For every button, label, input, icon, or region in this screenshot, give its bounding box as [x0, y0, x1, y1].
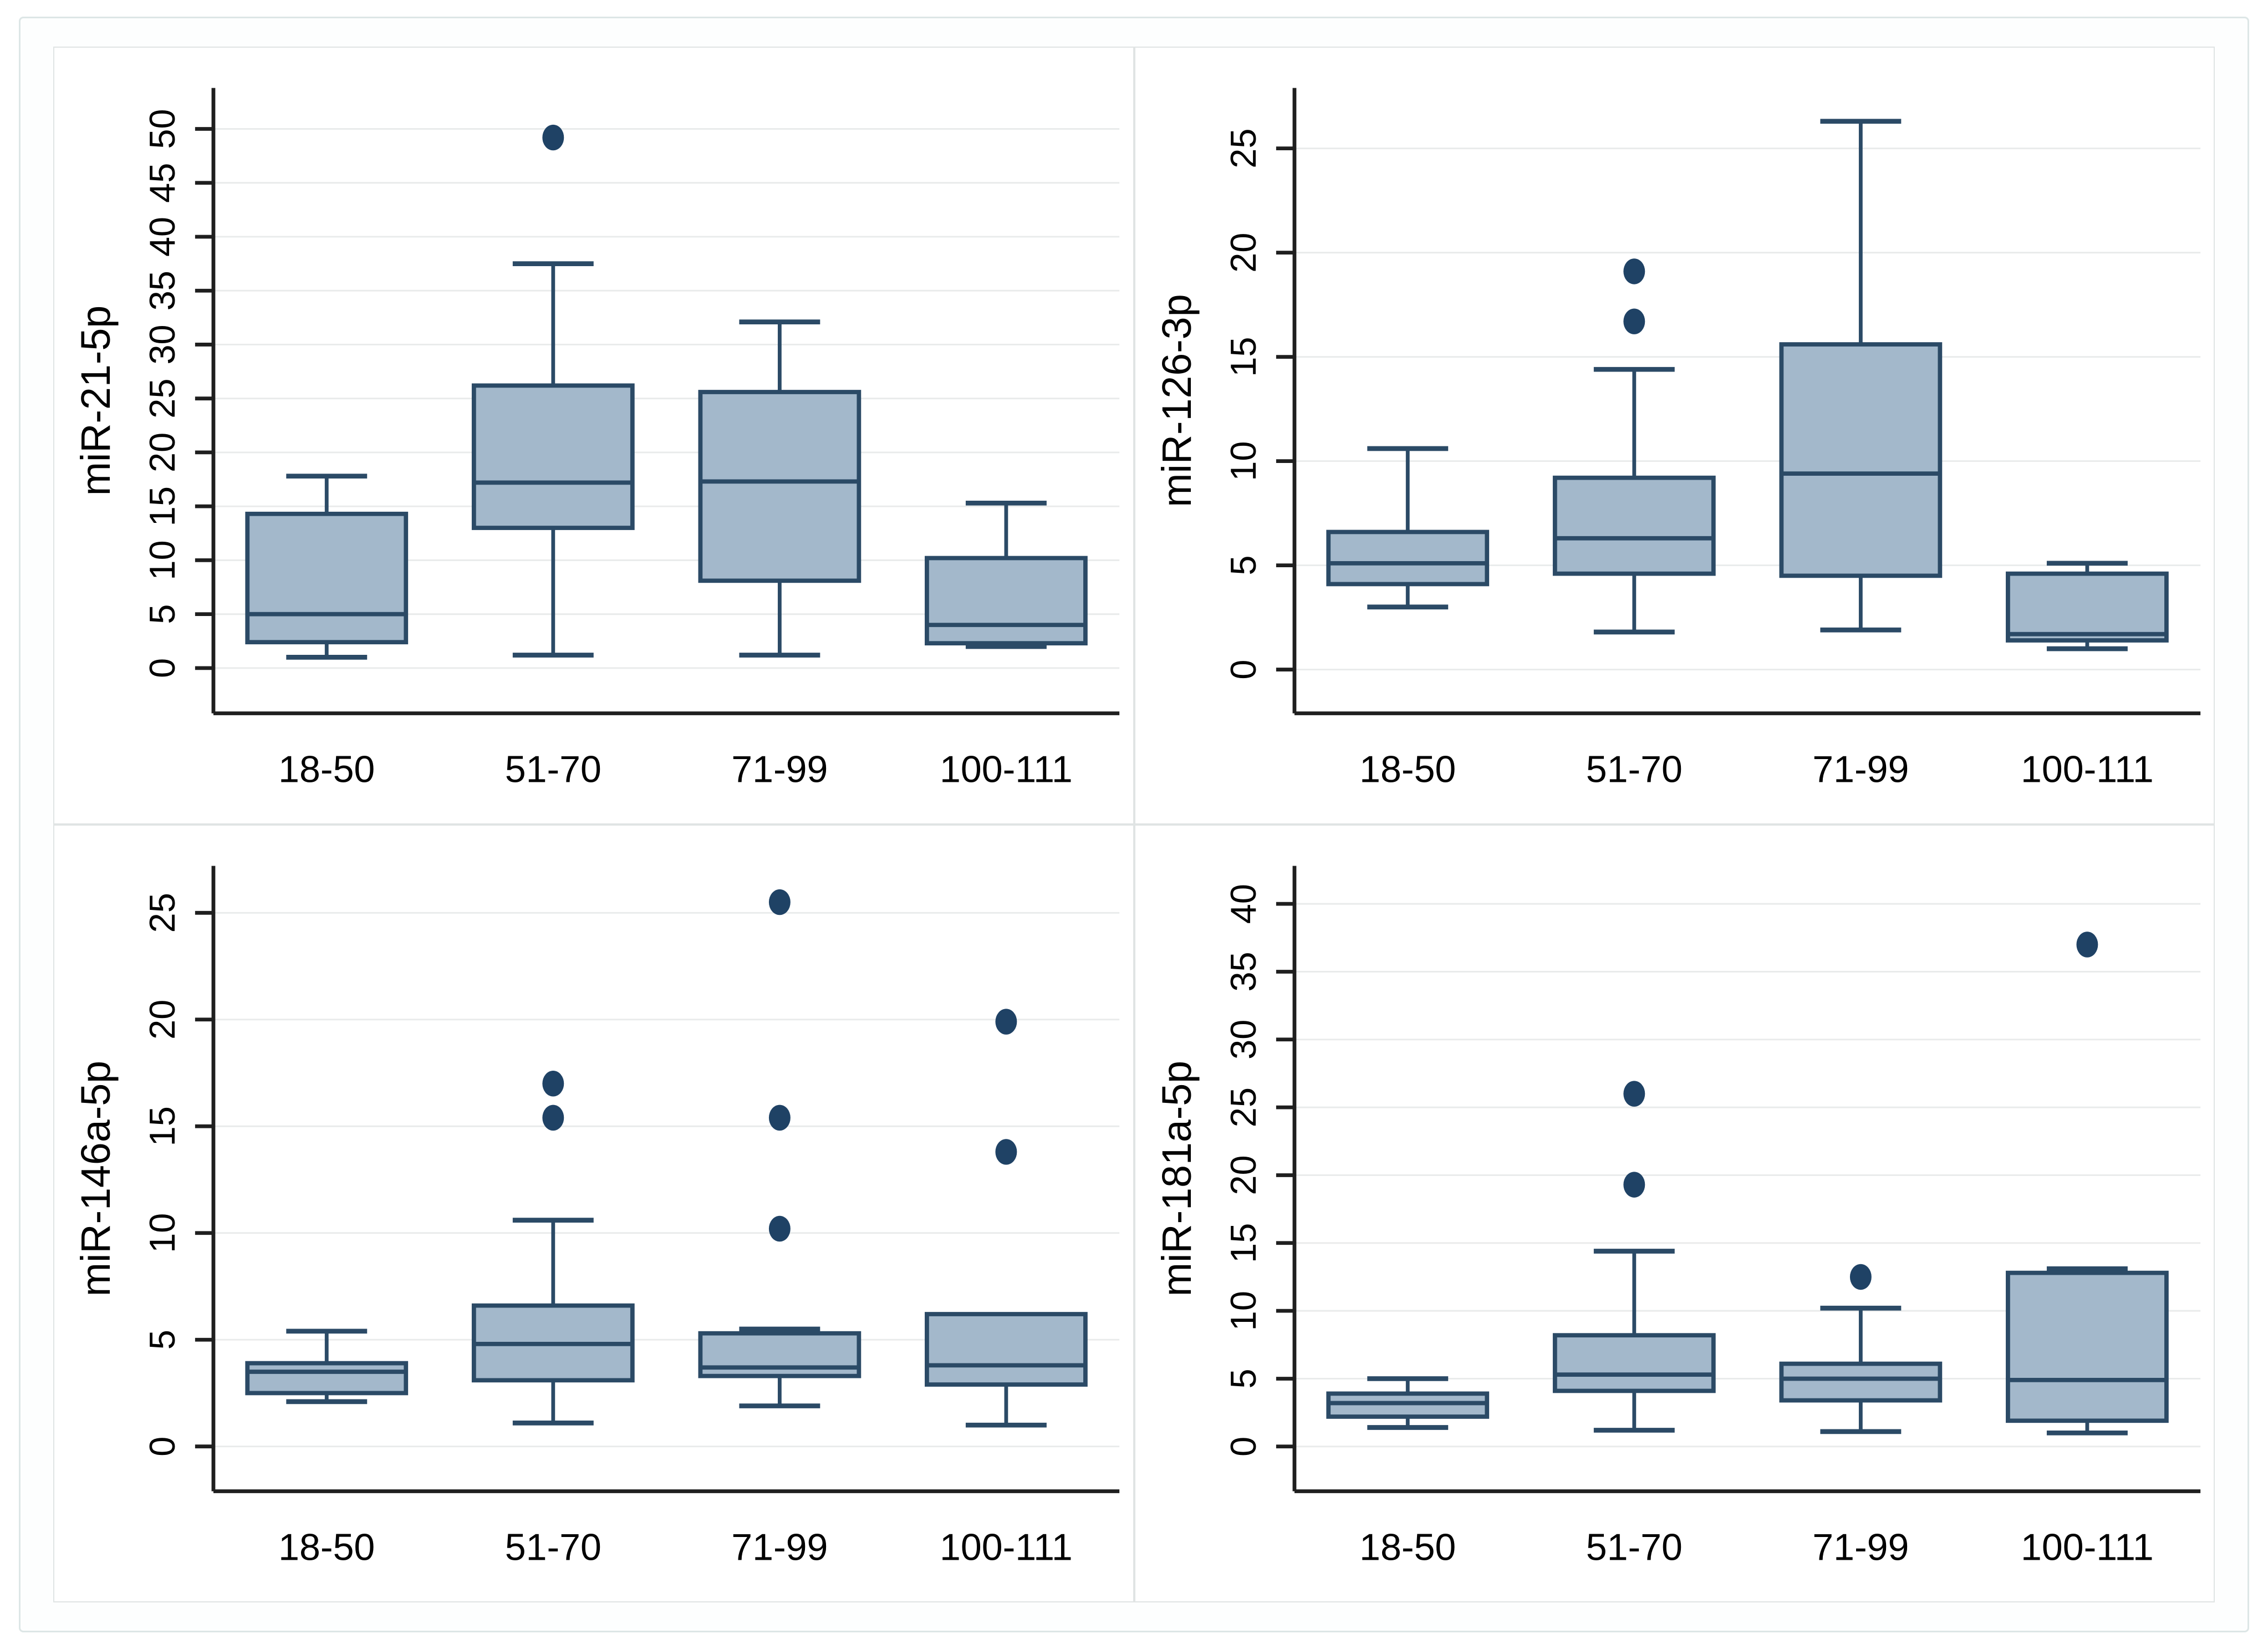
x-tick-label: 18-50 [1359, 1527, 1456, 1569]
y-tick-label: 15 [142, 486, 182, 526]
y-tick-label: 35 [1222, 951, 1263, 991]
y-tick-label: 20 [142, 1000, 182, 1040]
boxplot-mir-126-3p: 0 5 10 15 20 25 miR-126-3p 18-50 51-70 71-99 100-1… [1154, 88, 2200, 791]
boxplot-grid: 0 5 10 15 20 25 30 35 40 45 50 miR-21-5p 18-50 51-70 7… [53, 47, 2215, 1602]
y-tick-label: 25 [1222, 1087, 1263, 1127]
x-tick-label: 18-50 [278, 749, 375, 791]
box-18-50 [1326, 530, 1489, 587]
box-71-99 [698, 390, 862, 583]
outlier-dot [542, 1071, 564, 1097]
y-tick-label: 15 [1222, 337, 1263, 377]
y-axis-title: miR-21-5p [73, 306, 119, 496]
x-tick-label: 51-70 [505, 749, 602, 791]
y-tick-label: 20 [1222, 1155, 1263, 1195]
x-tick-label: 100-111 [2021, 749, 2154, 791]
y-tick-label: 30 [1222, 1020, 1263, 1060]
boxplot-mir-146a-5p: 0 5 10 15 20 25 miR-146a-5p 18-50 51-70 71-99 100-… [73, 866, 1120, 1569]
outlier-dot [1849, 1264, 1872, 1290]
x-tick-label: 71-99 [731, 1527, 828, 1569]
y-tick-label: 45 [142, 163, 182, 203]
y-tick-label: 40 [1222, 884, 1263, 924]
y-tick-label: 0 [142, 658, 182, 678]
outlier-dot [768, 1215, 791, 1242]
y-axis-title: miR-146a-5p [73, 1061, 119, 1296]
box-18-50 [245, 1361, 409, 1396]
x-tick-label: 71-99 [731, 749, 828, 791]
y-tick-label: 20 [142, 432, 182, 472]
y-tick-label: 35 [142, 271, 182, 311]
y-tick-label: 50 [142, 109, 182, 149]
x-tick-label: 100-111 [940, 1527, 1073, 1569]
y-tick-label: 0 [142, 1437, 182, 1457]
x-tick-label: 51-70 [1586, 749, 1682, 791]
y-tick-label: 25 [1222, 129, 1263, 169]
y-axis-title: miR-126-3p [1154, 294, 1200, 507]
panel-mir-146a-5p: 0 5 10 15 20 25 miR-146a-5p 18-50 51-70 71-99 100-… [53, 824, 1134, 1602]
y-tick-label: 5 [142, 604, 182, 624]
box-100-111 [925, 556, 1088, 645]
y-tick-label: 15 [1222, 1223, 1263, 1263]
y-tick-label: 10 [1222, 441, 1263, 481]
box-100-111 [2005, 1270, 2169, 1423]
outlier-dot [542, 124, 564, 151]
x-tick-label: 100-111 [940, 749, 1073, 791]
panel-mir-126-3p: 0 5 10 15 20 25 miR-126-3p 18-50 51-70 71-99 100-1… [1134, 47, 2215, 824]
y-tick-label: 0 [1222, 660, 1263, 680]
y-tick-label: 10 [142, 540, 182, 580]
box-71-99 [1778, 342, 1942, 578]
outlier-dot [1623, 1172, 1645, 1198]
y-tick-label: 0 [1222, 1437, 1263, 1457]
panel-mir-21-5p: 0 5 10 15 20 25 30 35 40 45 50 miR-21-5p 18-50 51-70 7… [53, 47, 1134, 824]
x-tick-label: 51-70 [505, 1527, 602, 1569]
outlier-dot [2076, 932, 2098, 958]
boxplot-mir-21-5p: 0 5 10 15 20 25 30 35 40 45 50 miR-21-5p 18-50 51-70 7… [73, 88, 1120, 791]
y-tick-label: 20 [1222, 233, 1263, 273]
outlier-dot [1623, 258, 1645, 284]
y-tick-label: 15 [142, 1106, 182, 1146]
outlier-dot [1623, 308, 1645, 334]
x-tick-label: 71-99 [1812, 749, 1909, 791]
y-tick-label: 5 [142, 1330, 182, 1350]
y-tick-label: 5 [1222, 556, 1263, 576]
box-51-70 [471, 383, 635, 530]
panel-mir-181a-5p: 0 5 10 15 20 25 30 35 40 miR-181a-5p 18-50 51-70 71-… [1134, 824, 2215, 1602]
y-axis-title: miR-181a-5p [1154, 1061, 1200, 1296]
y-tick-label: 5 [1222, 1368, 1263, 1388]
x-tick-label: 18-50 [278, 1527, 375, 1569]
x-tick-label: 100-111 [2021, 1527, 2154, 1569]
x-tick-label: 18-50 [1359, 749, 1456, 791]
box-51-70 [1552, 1333, 1716, 1393]
outlier-dot [768, 889, 791, 915]
box-51-70 [1552, 475, 1716, 576]
y-tick-label: 25 [142, 379, 182, 419]
y-tick-label: 10 [142, 1213, 182, 1253]
y-tick-label: 30 [142, 324, 182, 364]
y-tick-label: 25 [142, 893, 182, 933]
y-tick-label: 40 [142, 217, 182, 257]
box-100-111 [2005, 571, 2169, 643]
box-100-111 [925, 1312, 1088, 1387]
box-71-99 [1778, 1361, 1942, 1403]
boxplot-mir-181a-5p: 0 5 10 15 20 25 30 35 40 miR-181a-5p 18-50 51-70 71-… [1154, 866, 2200, 1569]
x-tick-label: 71-99 [1812, 1527, 1909, 1569]
outlier-dot [995, 1139, 1017, 1165]
outlier-dot [995, 1009, 1017, 1035]
x-tick-label: 51-70 [1586, 1527, 1682, 1569]
outlier-dot [1623, 1081, 1645, 1107]
y-tick-label: 10 [1222, 1291, 1263, 1331]
outlier-dot [768, 1105, 791, 1131]
box-18-50 [245, 511, 409, 645]
outlier-dot [542, 1105, 564, 1131]
